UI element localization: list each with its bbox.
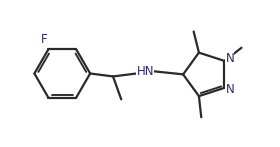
Text: HN: HN [137,65,154,78]
Text: F: F [41,34,47,46]
Text: N: N [225,83,234,96]
Text: N: N [225,52,234,65]
